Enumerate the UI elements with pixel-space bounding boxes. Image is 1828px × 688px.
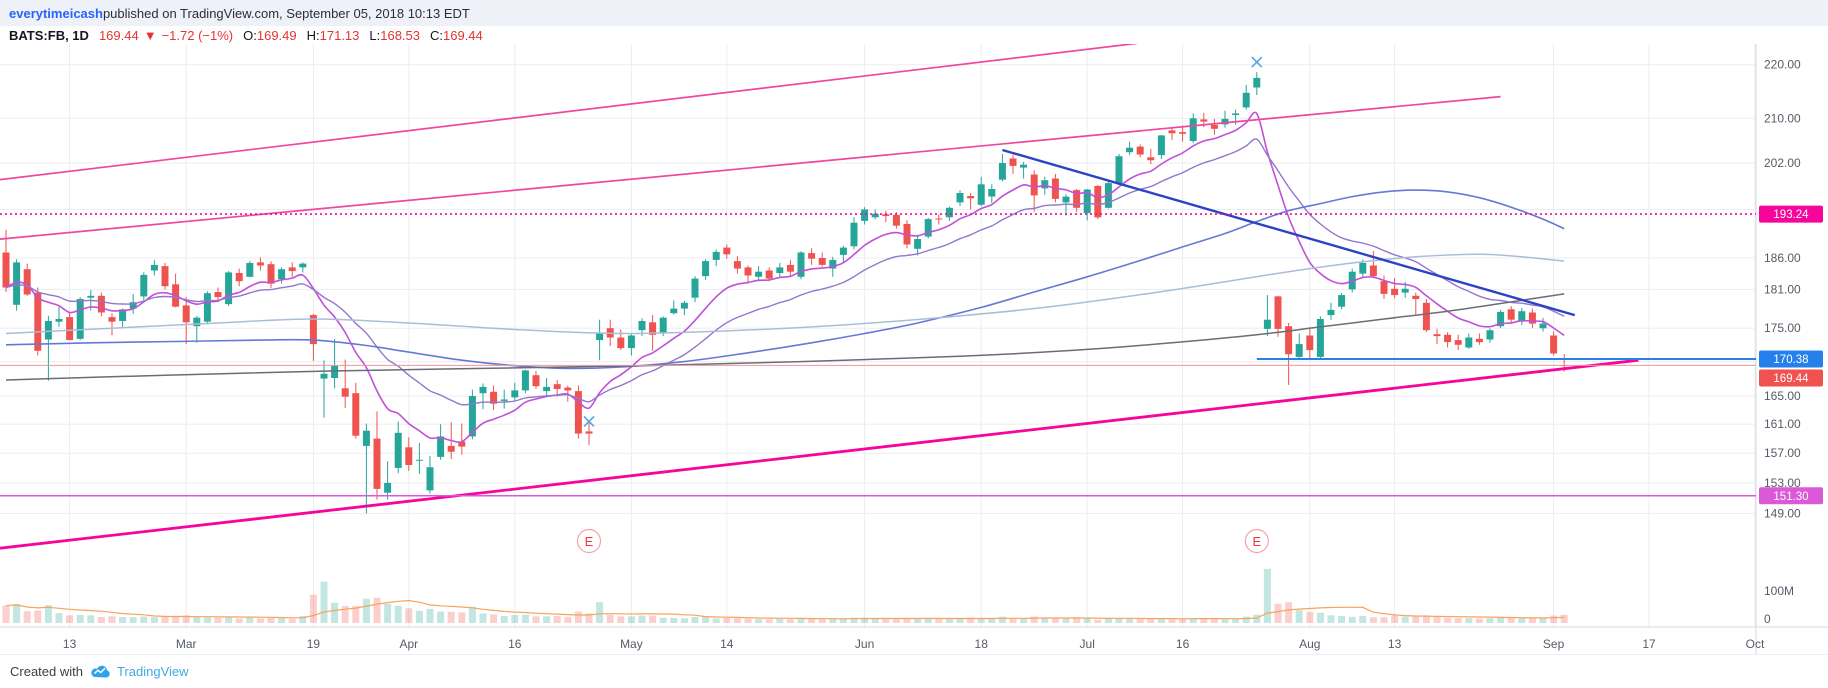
svg-text:161.00: 161.00 [1764, 417, 1801, 431]
close-value: 169.44 [443, 27, 483, 43]
svg-text:14: 14 [720, 637, 734, 651]
plot-area[interactable] [0, 44, 1756, 627]
svg-text:Jul: Jul [1080, 637, 1095, 651]
change-arrow-icon: ▼ [143, 27, 157, 43]
svg-text:157.00: 157.00 [1764, 446, 1801, 460]
price-change: −1.72 (−1%) [161, 27, 234, 43]
svg-text:13: 13 [63, 637, 77, 651]
chart-area[interactable]: E E 220.00 210.00 202.00 186.00 181.00 175.00 16… [0, 44, 1828, 655]
svg-text:100M: 100M [1764, 584, 1794, 598]
price-badge: 169.44 [1759, 369, 1823, 387]
tradingview-brand-link[interactable]: TradingView [116, 664, 189, 679]
close-label: C: [430, 27, 443, 43]
publish-header: everytimeicash published on TradingView.… [0, 0, 1828, 26]
price-badge: 170.38 [1759, 350, 1823, 368]
svg-text:18: 18 [975, 637, 989, 651]
price-badge: 193.24 [1759, 205, 1823, 223]
svg-text:165.00: 165.00 [1764, 389, 1801, 403]
svg-text:153.00: 153.00 [1764, 476, 1801, 490]
svg-text:19: 19 [307, 637, 321, 651]
open-readout: O:169.49 [243, 28, 297, 43]
x-marker[interactable] [1251, 56, 1263, 68]
svg-text:210.00: 210.00 [1764, 111, 1801, 125]
earnings-marker[interactable]: E [576, 528, 602, 554]
svg-text:202.00: 202.00 [1764, 156, 1801, 170]
svg-text:181.00: 181.00 [1764, 282, 1801, 296]
close-readout: C:169.44 [430, 28, 483, 43]
ema-9-line [5, 111, 1565, 444]
tradingview-logo-icon[interactable] [90, 664, 110, 679]
last-price: 169.44 [98, 27, 139, 43]
publish-text: published on TradingView.com, September … [102, 5, 470, 21]
time-axis[interactable] [0, 627, 1828, 655]
channel-inner-line [0, 95, 1501, 241]
volume-layer [2, 568, 1568, 623]
svg-text:186.00: 186.00 [1764, 251, 1801, 265]
svg-text:170.38: 170.38 [1773, 354, 1808, 366]
low-value: 168.53 [380, 27, 420, 43]
svg-text:May: May [620, 637, 643, 651]
symbol-bar: BATS:FB, 1D 169.44 ▼ −1.72 (−1%) O:169.4… [0, 26, 1828, 44]
volume-ma-line [5, 599, 1565, 620]
x-marker[interactable] [583, 415, 595, 427]
ma-layer [5, 111, 1565, 444]
svg-text:16: 16 [508, 637, 522, 651]
svg-text:E: E [585, 534, 594, 549]
price-axis[interactable] [1756, 44, 1828, 627]
high-value: 171.13 [319, 27, 360, 43]
channel-upper-line [0, 44, 1139, 181]
svg-text:17: 17 [1642, 637, 1656, 651]
svg-text:169.44: 169.44 [1773, 373, 1809, 385]
time-axis-labels: 13 Mar 19 Apr 16 May 14 Jun 18 Jul 16 Aug 13 Sep 17 Oct [63, 637, 1765, 651]
drawings-layer[interactable] [0, 44, 1756, 550]
svg-text:149.00: 149.00 [1764, 506, 1801, 520]
svg-text:175.00: 175.00 [1764, 321, 1801, 335]
svg-text:Sep: Sep [1543, 637, 1565, 651]
svg-text:151.30: 151.30 [1773, 491, 1808, 503]
chart-canvas[interactable]: E E 220.00 210.00 202.00 186.00 181.00 175.00 16… [0, 44, 1828, 655]
high-readout: H:171.13 [307, 28, 360, 43]
svg-text:E: E [1252, 534, 1261, 549]
svg-text:220.00: 220.00 [1764, 58, 1801, 72]
svg-text:193.24: 193.24 [1773, 209, 1809, 221]
author-link[interactable]: everytimeicash [9, 5, 103, 21]
svg-text:Aug: Aug [1299, 637, 1320, 651]
footer: Created with TradingView [0, 655, 1828, 688]
created-with-text: Created with [10, 664, 83, 679]
ma-100-line [5, 253, 1565, 335]
ma-50-line [5, 189, 1565, 370]
symbol-title: BATS:FB, 1D [9, 27, 89, 43]
low-label: L: [369, 27, 381, 43]
ma-200-line [5, 293, 1565, 381]
svg-text:16: 16 [1176, 637, 1190, 651]
open-label: O: [243, 27, 257, 43]
svg-text:Jun: Jun [855, 637, 874, 651]
price-axis-labels: 220.00 210.00 202.00 186.00 181.00 175.00 165.… [1764, 58, 1801, 626]
svg-text:0: 0 [1764, 612, 1771, 626]
high-label: H: [306, 27, 320, 43]
svg-text:Apr: Apr [399, 637, 418, 651]
low-readout: L:168.53 [369, 28, 420, 43]
price-badge: 151.30 [1759, 487, 1823, 505]
open-value: 169.49 [256, 27, 297, 43]
svg-text:Mar: Mar [176, 637, 197, 651]
earnings-marker[interactable]: E [1244, 528, 1269, 554]
support-trendline [0, 358, 1639, 550]
ema-20-line [5, 138, 1565, 406]
svg-text:13: 13 [1388, 637, 1402, 651]
svg-text:Oct: Oct [1746, 637, 1765, 651]
blue-downtrend-line [1002, 148, 1576, 317]
